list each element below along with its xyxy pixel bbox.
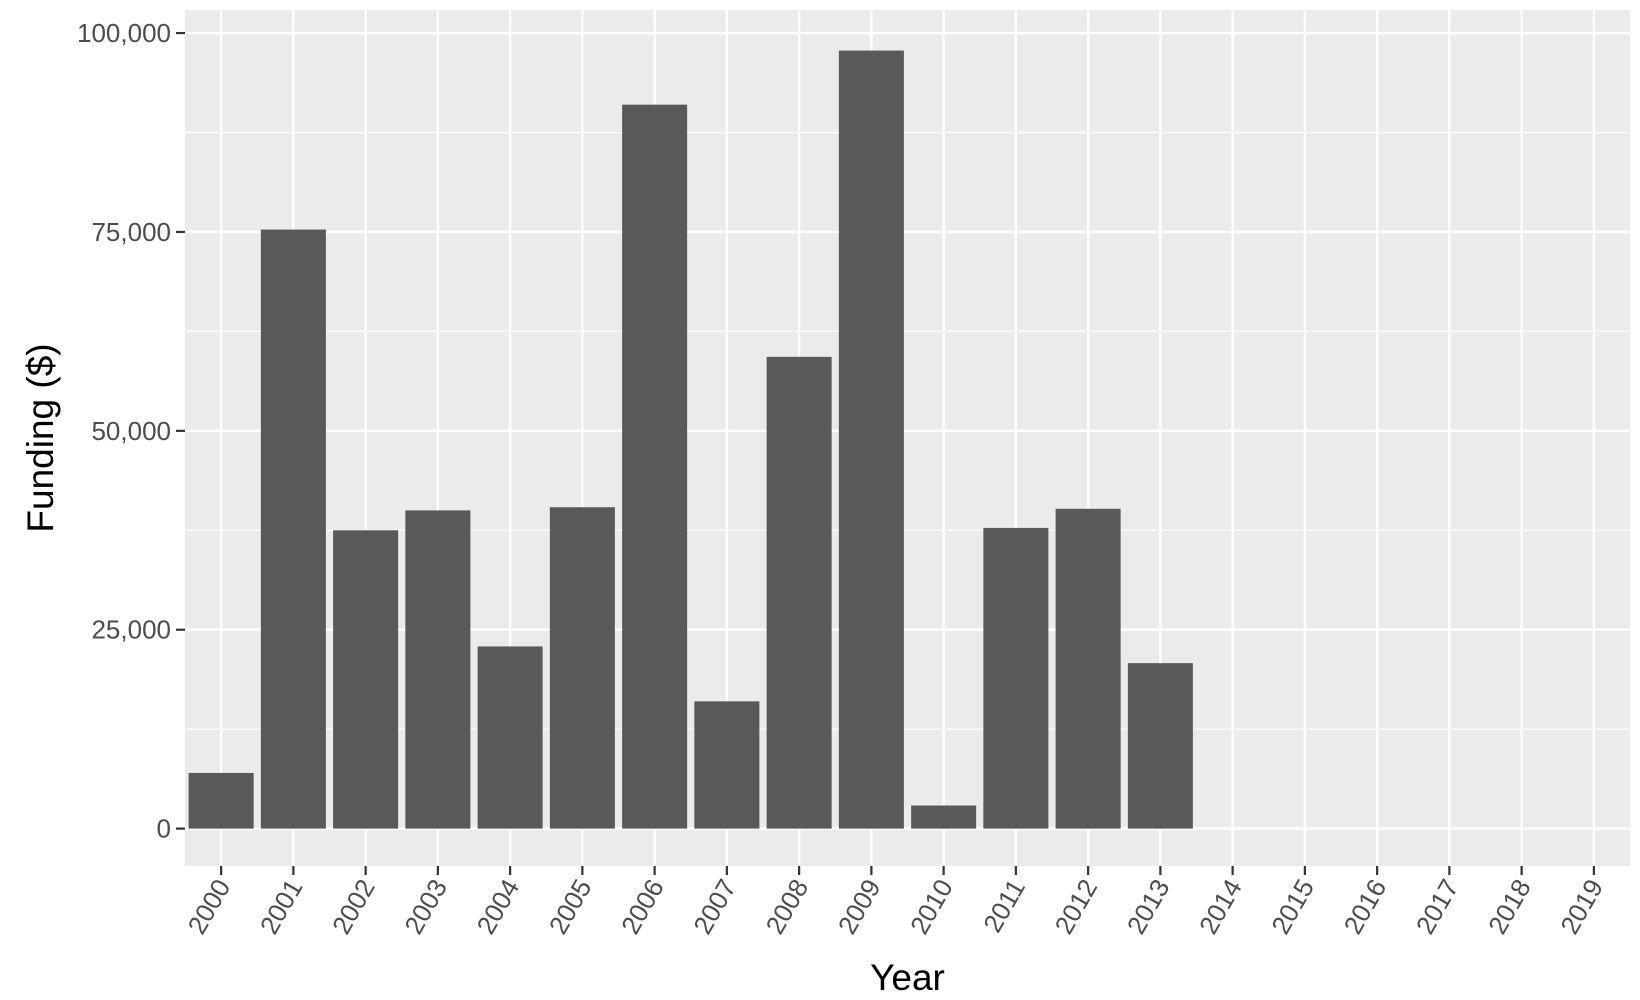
x-tick-label: 2005 [543,874,598,939]
bar-2007 [694,701,760,829]
x-tick-label: 2001 [254,874,309,939]
bar-2001 [260,229,326,829]
plot-panel [185,10,1630,866]
y-axis-title: Funding ($) [20,343,61,532]
bar-2000 [188,772,254,829]
bar-2005 [549,507,615,829]
x-tick-label: 2017 [1410,874,1465,939]
y-tick-label: 50,000 [91,416,171,446]
bar-2002 [333,530,399,829]
x-tick-label: 2016 [1337,874,1392,939]
x-tick-label: 2003 [398,874,453,939]
y-tick-label: 25,000 [91,615,171,645]
x-tick-label: 2009 [832,874,887,939]
bar-2008 [766,356,832,829]
y-tick-label: 100,000 [77,18,171,48]
x-tick-label: 2004 [470,874,525,939]
y-tick-label: 0 [157,814,171,844]
y-tick-label: 75,000 [91,217,171,247]
bar-2009 [838,50,904,829]
x-tick-label: 2019 [1554,874,1609,939]
x-tick-label: 2008 [759,874,814,939]
y-axis: 0 25,000 50,000 75,000 100,000 [77,18,185,844]
x-tick-label: 2015 [1265,874,1320,939]
x-tick-label: 2014 [1193,874,1248,939]
bar-2012 [1055,508,1121,829]
x-tick-label: 2010 [904,874,959,939]
x-tick-label: 2007 [687,874,742,939]
bar-2004 [477,646,543,829]
x-tick-label: 2018 [1482,874,1537,939]
x-tick-label: 2012 [1048,874,1103,939]
x-axis: 2000 2001 2002 2003 2004 2005 2006 2007 2008 2009… [181,866,1609,939]
bars [188,50,1193,829]
x-axis-title: Year [870,957,945,998]
x-tick-label: 2011 [977,874,1031,937]
x-tick-label: 2002 [326,874,381,939]
bar-2003 [405,510,471,829]
bar-2010 [911,805,977,829]
x-tick-label: 2006 [615,874,670,939]
bar-2011 [983,527,1049,829]
x-tick-label: 2013 [1121,874,1176,939]
bar-2006 [622,104,688,829]
bar-2013 [1127,663,1193,829]
x-tick-label: 2000 [181,874,236,939]
